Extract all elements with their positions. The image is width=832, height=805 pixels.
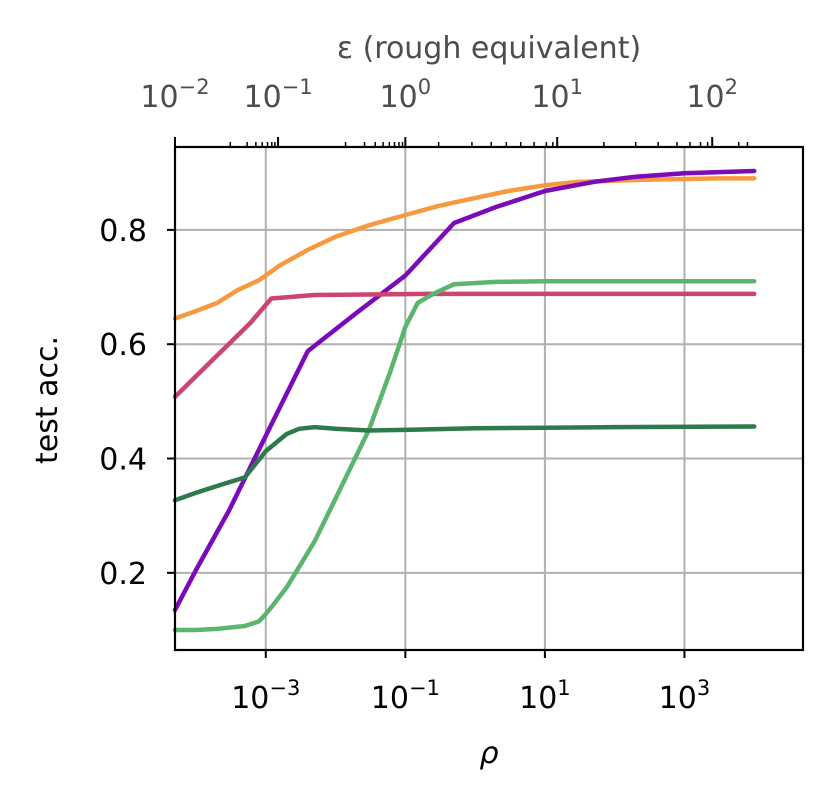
y-tick-label: 0.6 [99,328,147,363]
series-line [172,279,757,633]
top-tick-label: 102 [686,75,738,115]
y-tick-label: 0.8 [99,214,147,249]
x-tick-label: 101 [519,676,571,716]
y-tick-label: 0.4 [99,443,147,478]
series-lines [172,168,757,633]
series-line [172,424,757,503]
axes: 10−3 10−1 101 103 0.2 0.4 0.6 0.8 10−2 10−1 100 101… [99,75,749,716]
plot-frame [173,145,805,652]
top-axis-title: ε (rough equivalent) [337,31,641,66]
x-axis-title: ρ [479,736,498,771]
y-tick-label: 0.2 [99,557,147,592]
grid [175,147,803,650]
top-tick-label: 10−1 [243,75,312,115]
top-tick-label: 101 [531,75,583,115]
x-tick-label: 103 [659,676,711,716]
x-tick-label: 10−1 [371,676,440,716]
x-tick-label: 10−3 [231,676,300,716]
series-line [172,168,757,613]
top-tick-label: 10−2 [140,75,209,115]
top-tick-label: 100 [380,75,432,115]
series-line [172,176,757,321]
series-line [172,291,757,400]
y-axis-title: test acc. [30,336,65,464]
